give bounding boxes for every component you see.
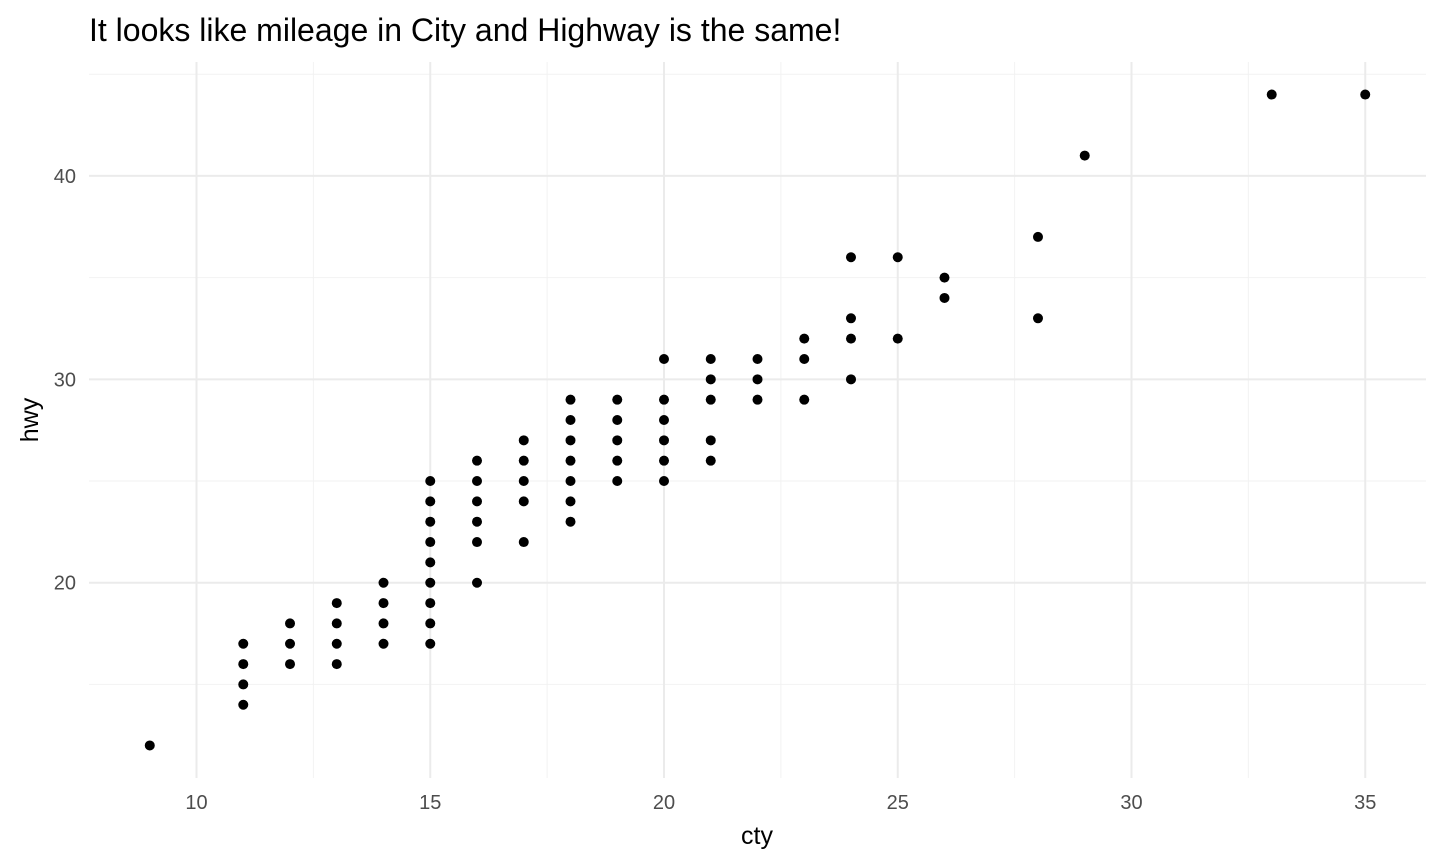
- data-point: [659, 353, 670, 364]
- data-point: [378, 638, 389, 649]
- x-tick-label: 25: [887, 792, 909, 814]
- data-point: [565, 476, 576, 487]
- data-point: [659, 435, 670, 446]
- major-gridlines: [89, 62, 1426, 778]
- data-point: [659, 415, 670, 425]
- data-point: [752, 374, 763, 385]
- data-point: [752, 353, 763, 364]
- chart-title: It looks like mileage in City and Highwa…: [89, 12, 841, 48]
- data-point: [425, 496, 436, 507]
- data-point: [518, 435, 529, 446]
- data-point: [845, 333, 856, 344]
- data-point: [845, 313, 856, 324]
- data-point: [1360, 89, 1371, 100]
- data-point: [472, 476, 483, 487]
- data-point: [238, 638, 249, 649]
- data-point: [331, 638, 342, 649]
- x-axis-tick-labels: 10 15 20 25 30 35: [185, 792, 1376, 814]
- data-point: [799, 333, 810, 344]
- data-point: [845, 374, 856, 385]
- data-point: [425, 537, 436, 548]
- data-point: [472, 537, 483, 548]
- data-point: [892, 252, 903, 263]
- data-point: [472, 577, 483, 588]
- data-point: [518, 476, 529, 487]
- data-point: [705, 374, 716, 385]
- data-point: [939, 272, 950, 283]
- data-point: [612, 455, 623, 466]
- data-point: [472, 516, 483, 527]
- data-point: [659, 455, 670, 466]
- data-point: [612, 476, 623, 487]
- data-point: [472, 455, 483, 466]
- data-point: [1032, 313, 1043, 324]
- data-point: [378, 618, 389, 629]
- minor-gridlines: [89, 62, 1426, 778]
- data-point: [565, 455, 576, 466]
- data-point: [285, 659, 296, 670]
- data-point: [518, 537, 529, 548]
- data-point: [425, 638, 436, 649]
- x-tick-label: 10: [185, 792, 207, 814]
- y-axis-title: hwy: [16, 397, 44, 442]
- data-point: [612, 435, 623, 446]
- data-point: [1266, 89, 1277, 100]
- data-point: [285, 638, 296, 649]
- data-point: [238, 659, 249, 670]
- data-point: [799, 353, 810, 364]
- data-point: [565, 435, 576, 446]
- data-point: [659, 476, 670, 487]
- data-point: [472, 496, 483, 507]
- x-axis-title: cty: [741, 822, 773, 850]
- data-point: [565, 394, 576, 405]
- data-point: [612, 415, 623, 425]
- data-point: [425, 577, 436, 588]
- data-point: [705, 455, 716, 466]
- y-tick-label: 40: [54, 166, 76, 188]
- data-point: [705, 353, 716, 364]
- data-point: [939, 292, 950, 303]
- data-point: [144, 740, 155, 751]
- x-tick-label: 30: [1120, 792, 1142, 814]
- data-point: [331, 598, 342, 609]
- data-point: [705, 435, 716, 446]
- data-point: [845, 252, 856, 263]
- data-point: [425, 516, 436, 527]
- data-point: [752, 394, 763, 405]
- data-point: [565, 516, 576, 527]
- data-point: [425, 557, 436, 568]
- data-point: [331, 618, 342, 629]
- data-point: [612, 394, 623, 405]
- data-point: [238, 699, 249, 710]
- data-point: [1032, 231, 1043, 242]
- data-point: [378, 577, 389, 588]
- data-point: [705, 394, 716, 405]
- data-point: [285, 618, 296, 629]
- x-tick-label: 20: [653, 792, 675, 814]
- data-point: [331, 659, 342, 670]
- data-points: [144, 89, 1371, 751]
- x-tick-label: 35: [1354, 792, 1376, 814]
- y-axis-tick-labels: 20 30 40: [54, 166, 76, 595]
- data-point: [1079, 150, 1090, 161]
- y-tick-label: 20: [54, 573, 76, 595]
- data-point: [799, 394, 810, 405]
- data-point: [238, 679, 249, 690]
- data-point: [518, 496, 529, 507]
- data-point: [518, 455, 529, 466]
- data-point: [659, 394, 670, 405]
- data-point: [425, 476, 436, 487]
- data-point: [565, 415, 576, 425]
- data-point: [425, 618, 436, 629]
- data-point: [892, 333, 903, 344]
- data-point: [378, 598, 389, 609]
- x-tick-label: 15: [419, 792, 441, 814]
- data-point: [565, 496, 576, 507]
- data-point: [425, 598, 436, 609]
- y-tick-label: 30: [54, 369, 76, 391]
